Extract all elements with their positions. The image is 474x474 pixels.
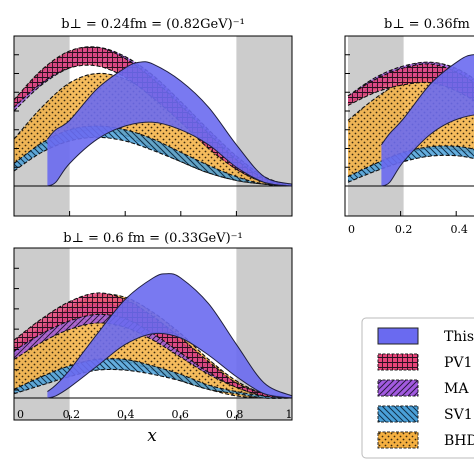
x-tick-label: 0 [17, 408, 24, 421]
panel-title-bottom-left: b⊥ = 0.6 fm = (0.33GeV)⁻¹ [63, 231, 242, 246]
band-upper-sv [14, 358, 292, 399]
band-this [47, 273, 292, 398]
excluded-region-1 [236, 248, 292, 420]
band-upper-ma [347, 61, 474, 97]
legend-swatch-hatch-ma [378, 380, 418, 396]
panel-title-top-right: b⊥ = 0.36fm [384, 17, 470, 32]
band-lower-this [47, 121, 292, 187]
legend-label-sv: SV1 [444, 407, 473, 423]
legend-swatch-hatch-sv [378, 406, 418, 422]
legend-entry-this: This [377, 327, 474, 345]
band-lower-this [47, 332, 292, 399]
panel-top-left [14, 36, 292, 216]
legend-swatch-hatch-bhd [378, 432, 418, 448]
band-this [381, 54, 474, 186]
panel-title-top-left: b⊥ = 0.24fm = (0.82GeV)⁻¹ [61, 17, 245, 32]
axes-frame-0 [13, 35, 293, 217]
x-tick-label: 0.2 [63, 408, 81, 421]
x-tick-label: 0.4 [450, 223, 468, 236]
axes-frames [13, 35, 474, 421]
legend: This PV1 MA SV1 BHD [361, 317, 474, 459]
band-upper-this [47, 61, 292, 185]
legend-entry-sv: SV1 [377, 405, 473, 423]
legend-label-this: This [444, 329, 474, 345]
legend-swatch-hatch-pv [378, 354, 418, 370]
legend-label-pv: PV1 [444, 355, 472, 371]
x-tick-label: 0.6 [171, 408, 189, 421]
band-hatch-bhd [14, 73, 292, 186]
axes-frame-2 [13, 247, 293, 421]
excluded-region-1 [236, 36, 292, 216]
axes-frame-1 [344, 35, 474, 217]
legend-entry-ma: MA [377, 379, 469, 397]
band-this [47, 61, 292, 186]
tick-labels: 0 0.2 0.4 0 0.2 0.4 0.6 0.8 1 [17, 223, 468, 421]
panel-top-right [347, 36, 474, 216]
x-tick-label: 1 [286, 408, 293, 421]
panel-bottom-left [14, 248, 292, 420]
legend-swatch-this [377, 327, 419, 345]
band-upper-this [380, 54, 474, 146]
x-tick-label: 0.2 [395, 223, 413, 236]
band-lower-this [381, 114, 474, 187]
x-tick-label: 0.8 [226, 408, 244, 421]
legend-label-ma: MA [444, 381, 469, 397]
legend-entry-pv: PV1 [377, 353, 472, 371]
legend-entry-bhd: BHD [377, 431, 474, 449]
legend-label-bhd: BHD [444, 433, 474, 449]
x-axis-label: x [147, 426, 157, 446]
band-upper-this [47, 273, 292, 397]
x-tick-label: 0.4 [117, 408, 135, 421]
band-lower-pv [347, 81, 474, 106]
x-tick-label: 0 [348, 223, 355, 236]
